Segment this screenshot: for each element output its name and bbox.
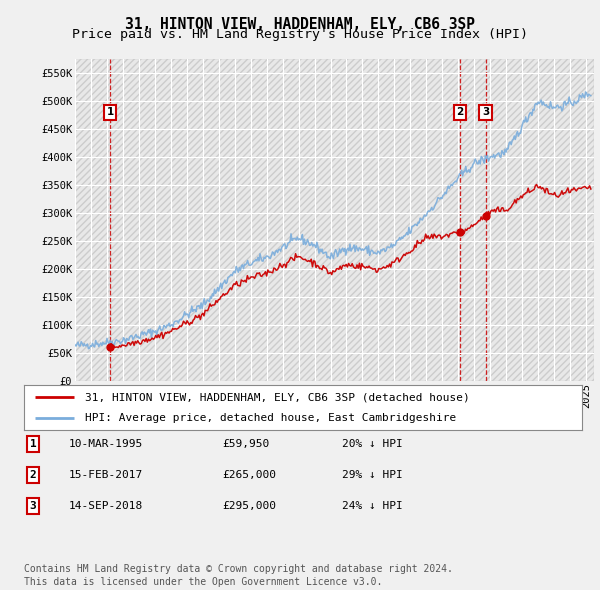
Text: 3: 3 bbox=[29, 502, 37, 511]
Text: 2: 2 bbox=[29, 470, 37, 480]
Text: Price paid vs. HM Land Registry's House Price Index (HPI): Price paid vs. HM Land Registry's House … bbox=[72, 28, 528, 41]
Text: 14-SEP-2018: 14-SEP-2018 bbox=[69, 502, 143, 511]
Text: 1: 1 bbox=[106, 107, 113, 117]
Text: £59,950: £59,950 bbox=[222, 439, 269, 448]
Text: 2: 2 bbox=[457, 107, 464, 117]
Text: 20% ↓ HPI: 20% ↓ HPI bbox=[342, 439, 403, 448]
Text: 31, HINTON VIEW, HADDENHAM, ELY, CB6 3SP: 31, HINTON VIEW, HADDENHAM, ELY, CB6 3SP bbox=[125, 17, 475, 31]
Text: 1: 1 bbox=[29, 439, 37, 448]
Text: 24% ↓ HPI: 24% ↓ HPI bbox=[342, 502, 403, 511]
Text: 31, HINTON VIEW, HADDENHAM, ELY, CB6 3SP (detached house): 31, HINTON VIEW, HADDENHAM, ELY, CB6 3SP… bbox=[85, 392, 470, 402]
Text: 3: 3 bbox=[482, 107, 489, 117]
Text: £295,000: £295,000 bbox=[222, 502, 276, 511]
Text: HPI: Average price, detached house, East Cambridgeshire: HPI: Average price, detached house, East… bbox=[85, 414, 457, 423]
Text: Contains HM Land Registry data © Crown copyright and database right 2024.
This d: Contains HM Land Registry data © Crown c… bbox=[24, 564, 453, 587]
Text: £265,000: £265,000 bbox=[222, 470, 276, 480]
Text: 10-MAR-1995: 10-MAR-1995 bbox=[69, 439, 143, 448]
Text: 15-FEB-2017: 15-FEB-2017 bbox=[69, 470, 143, 480]
Text: 29% ↓ HPI: 29% ↓ HPI bbox=[342, 470, 403, 480]
